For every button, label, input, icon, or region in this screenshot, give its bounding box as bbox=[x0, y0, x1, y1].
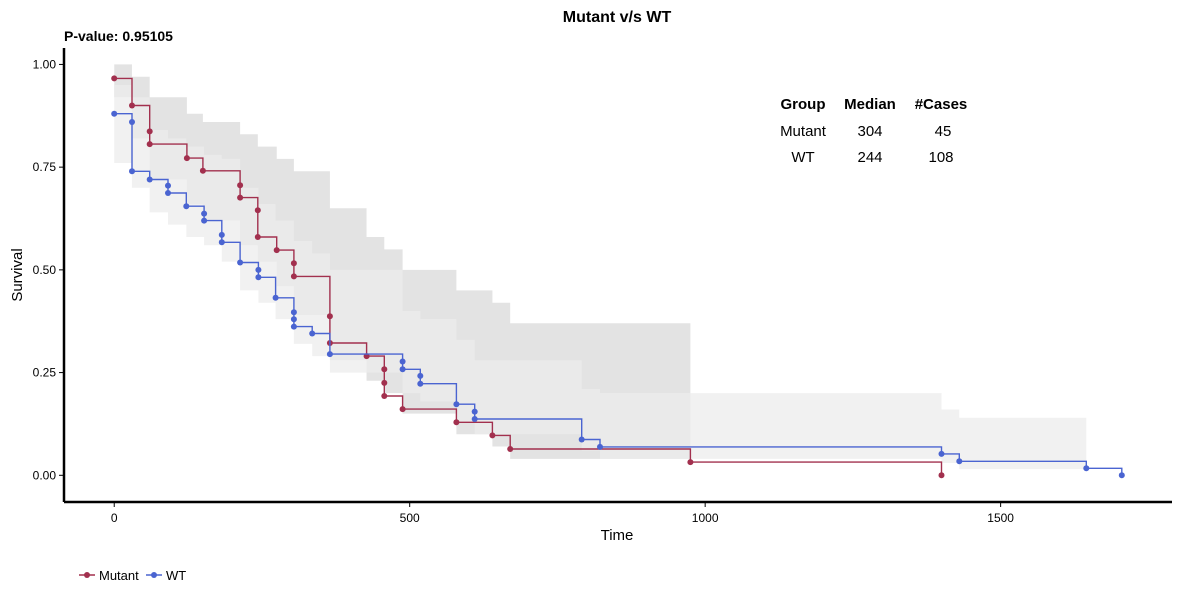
x-tick-label: 1500 bbox=[987, 511, 1014, 525]
data-point-mutant bbox=[381, 379, 388, 386]
data-point-wt bbox=[218, 239, 225, 246]
data-point-mutant bbox=[381, 393, 388, 399]
confidence-bands bbox=[114, 64, 1087, 474]
legend-marker-mutant bbox=[84, 572, 90, 578]
legend-item-mutant: Mutant bbox=[79, 568, 139, 583]
table-cell-mutant-group: Mutant bbox=[780, 123, 827, 140]
data-point-wt bbox=[578, 436, 585, 443]
legend-label-wt: WT bbox=[166, 568, 186, 583]
data-point-wt bbox=[129, 168, 135, 175]
data-point-wt bbox=[201, 217, 208, 224]
data-point-mutant bbox=[254, 207, 261, 214]
data-point-wt bbox=[255, 274, 262, 281]
data-point-mutant bbox=[687, 459, 694, 466]
data-point-wt bbox=[237, 259, 244, 266]
y-tick-label: 0.25 bbox=[33, 366, 57, 380]
data-point-wt bbox=[272, 294, 279, 301]
data-point-wt bbox=[129, 119, 135, 125]
data-point-mutant bbox=[183, 155, 190, 162]
data-point-mutant bbox=[399, 406, 406, 413]
data-point-mutant bbox=[938, 472, 945, 479]
data-point-mutant bbox=[507, 446, 514, 452]
summary-table: Group Median #Cases Mutant 304 45 WT 244… bbox=[780, 96, 967, 166]
data-point-mutant bbox=[453, 419, 460, 426]
axes bbox=[62, 48, 1172, 504]
data-point-mutant bbox=[326, 313, 333, 320]
data-point-wt bbox=[471, 416, 478, 422]
data-point-wt bbox=[326, 351, 333, 358]
data-point-wt bbox=[1118, 472, 1125, 479]
data-point-wt bbox=[165, 190, 171, 196]
data-point-wt bbox=[417, 372, 424, 379]
data-point-wt bbox=[417, 380, 424, 387]
data-point-wt bbox=[309, 330, 316, 337]
data-point-wt bbox=[165, 182, 171, 189]
data-point-mutant bbox=[111, 75, 118, 82]
x-axis-ticks: 0 500 1000 1500 bbox=[111, 502, 1014, 525]
data-point-wt bbox=[597, 443, 603, 450]
data-point-wt bbox=[255, 266, 262, 273]
data-point-wt bbox=[290, 316, 297, 323]
table-cell-wt-cases: 108 bbox=[928, 149, 953, 166]
table-header-group: Group bbox=[781, 96, 826, 113]
table-cell-wt-group: WT bbox=[791, 149, 814, 166]
x-axis-label: Time bbox=[601, 527, 634, 544]
x-tick-label: 1000 bbox=[692, 511, 719, 525]
data-point-wt bbox=[938, 450, 945, 457]
y-tick-label: 0.00 bbox=[33, 468, 57, 482]
data-point-mutant bbox=[237, 182, 244, 189]
data-point-mutant bbox=[254, 234, 261, 240]
y-axis-label: Survival bbox=[9, 248, 26, 301]
data-point-mutant bbox=[489, 432, 496, 439]
x-tick-label: 500 bbox=[400, 511, 420, 525]
table-header-cases: #Cases bbox=[915, 96, 968, 113]
legend-label-mutant: Mutant bbox=[99, 568, 139, 583]
legend: Mutant WT bbox=[79, 568, 186, 583]
table-cell-mutant-cases: 45 bbox=[935, 123, 952, 140]
data-point-wt bbox=[1083, 465, 1090, 472]
data-point-mutant bbox=[129, 102, 135, 109]
data-point-wt bbox=[183, 203, 190, 210]
data-point-wt bbox=[290, 309, 297, 316]
confidence-band-wt bbox=[114, 84, 1087, 474]
data-point-wt bbox=[471, 408, 478, 415]
data-point-mutant bbox=[381, 366, 388, 373]
data-point-mutant bbox=[273, 247, 280, 254]
data-point-wt bbox=[218, 231, 225, 238]
data-point-mutant bbox=[146, 141, 153, 148]
data-point-mutant bbox=[290, 260, 297, 267]
y-axis-ticks: 0.00 0.25 0.50 0.75 1.00 bbox=[33, 57, 64, 482]
data-point-mutant bbox=[199, 167, 206, 174]
y-tick-label: 0.50 bbox=[33, 263, 57, 277]
data-point-wt bbox=[399, 366, 406, 373]
chart-title: Mutant v/s WT bbox=[563, 9, 672, 26]
data-point-wt bbox=[146, 176, 153, 183]
data-point-wt bbox=[111, 110, 118, 117]
table-cell-wt-median: 244 bbox=[857, 149, 882, 166]
data-point-mutant bbox=[290, 273, 297, 280]
data-point-wt bbox=[290, 323, 297, 330]
table-cell-mutant-median: 304 bbox=[857, 123, 882, 140]
x-tick-label: 0 bbox=[111, 511, 118, 525]
legend-marker-wt bbox=[151, 572, 157, 578]
data-point-mutant bbox=[237, 194, 244, 201]
p-value-label: P-value: 0.95105 bbox=[64, 28, 173, 44]
data-point-wt bbox=[399, 358, 406, 365]
data-point-wt bbox=[201, 210, 208, 217]
data-point-mutant bbox=[146, 128, 153, 135]
data-point-wt bbox=[956, 458, 963, 465]
y-tick-label: 0.75 bbox=[33, 160, 57, 174]
survival-curves bbox=[111, 75, 1125, 479]
legend-item-wt: WT bbox=[146, 568, 186, 583]
data-point-wt bbox=[453, 401, 460, 408]
table-header-median: Median bbox=[844, 96, 896, 113]
y-tick-label: 1.00 bbox=[33, 57, 57, 71]
